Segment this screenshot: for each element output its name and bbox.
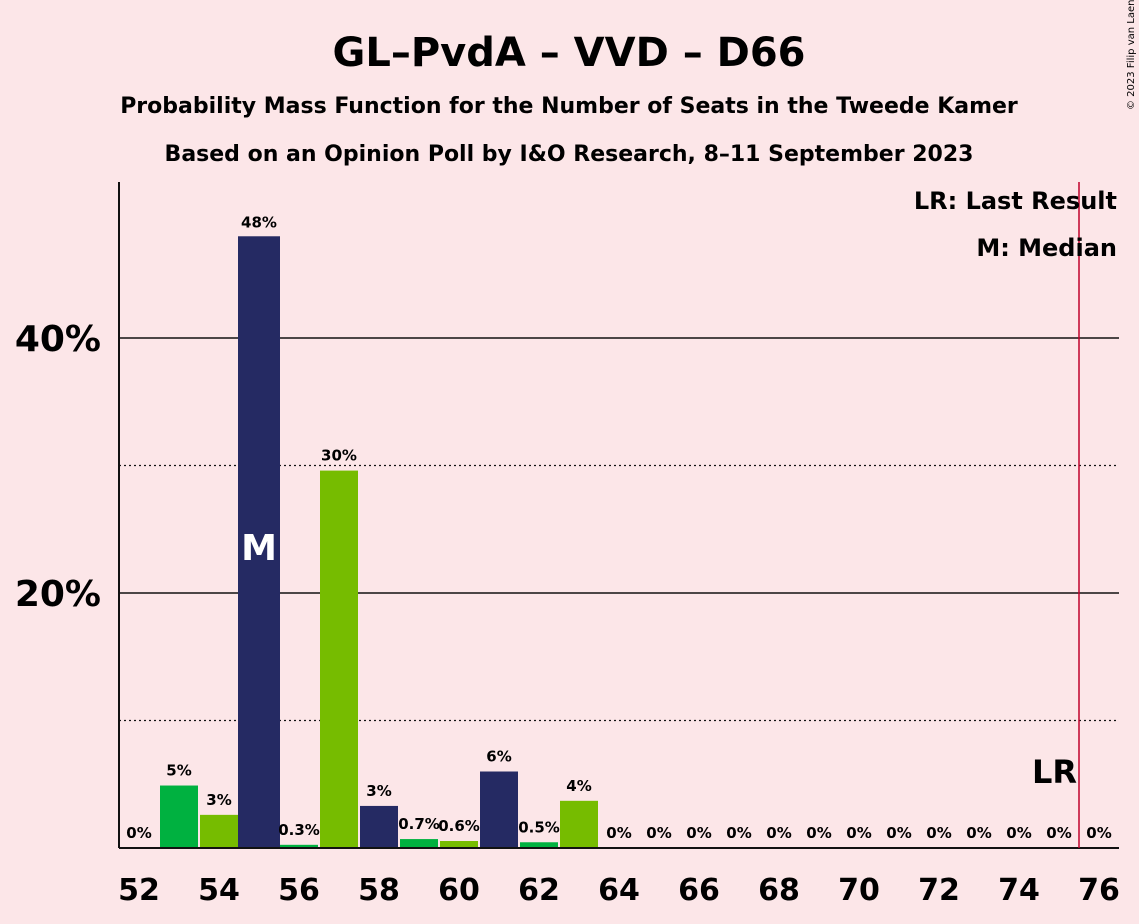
legend-median: M: Median <box>976 234 1117 262</box>
legend-last-result: LR: Last Result <box>914 187 1117 215</box>
copyright-notice: © 2023 Filip van Laenen <box>1126 0 1137 110</box>
bar-label-seat-57: 30% <box>321 447 357 465</box>
x-tick-label: 70 <box>838 873 880 908</box>
chart-subtitle: Probability Mass Function for the Number… <box>120 94 1018 119</box>
bar-label-seat-76: 0% <box>1086 824 1111 842</box>
bar-label-seat-63: 4% <box>566 777 591 795</box>
median-bar-outline <box>238 236 280 848</box>
bar-label-seat-66: 0% <box>686 824 711 842</box>
bar-label-seat-75: 0% <box>1046 824 1071 842</box>
bar-label-seat-68: 0% <box>766 824 791 842</box>
bar-label-seat-67: 0% <box>726 824 751 842</box>
x-tick-label: 60 <box>438 873 480 908</box>
bar-seat-60 <box>440 840 478 848</box>
x-tick-label: 66 <box>678 873 720 908</box>
x-tick-label: 54 <box>198 873 240 908</box>
bar-label-seat-53: 5% <box>166 762 191 780</box>
bar-label-seat-72: 0% <box>926 824 951 842</box>
bar-seat-63 <box>560 800 598 848</box>
y-tick-label: 20% <box>15 574 101 615</box>
bar-label-seat-62: 0.5% <box>518 818 560 836</box>
bar-label-seat-74: 0% <box>1006 824 1031 842</box>
bar-label-seat-73: 0% <box>966 824 991 842</box>
median-marker: M <box>241 528 277 569</box>
bar-labels: 0% 5% 3% 48% 0.3% 30% 3% 0.7%0.6% 6% 0.5% 4% 0% 0% 0%… <box>126 213 1111 842</box>
bar-label-seat-64: 0% <box>606 824 631 842</box>
last-result-label: LR <box>1032 753 1077 791</box>
bar-seat-53 <box>160 785 198 848</box>
bar-label-seat-56: 0.3% <box>278 821 320 839</box>
chart-title: GL–PvdA – VVD – D66 <box>333 30 806 76</box>
bar-label-seat-69: 0% <box>806 824 831 842</box>
x-tick-label: 76 <box>1078 873 1120 908</box>
bar-label-seat-71: 0% <box>886 824 911 842</box>
bar-seat-56 <box>280 844 318 848</box>
bar-seat-61 <box>480 771 518 848</box>
bar-seat-54 <box>200 814 238 848</box>
bar-seat-59 <box>400 839 438 848</box>
x-tick-label: 72 <box>918 873 960 908</box>
x-axis-ticks: 52 54 56 58 60 62 64 66 68 70 72 74 76 <box>118 873 1120 908</box>
bar-seat-62 <box>520 842 558 848</box>
bar-label-seat-55: 48% <box>241 213 277 231</box>
x-tick-label: 64 <box>598 873 640 908</box>
bar-label-seat-58: 3% <box>366 782 391 800</box>
bar-label-seat-70: 0% <box>846 824 871 842</box>
bar-label-seat-54: 3% <box>206 791 231 809</box>
bar-seat-58 <box>360 805 398 848</box>
bar-label-seat-65: 0% <box>646 824 671 842</box>
x-tick-label: 56 <box>278 873 320 908</box>
chart-source-line: Based on an Opinion Poll by I&O Research… <box>165 142 974 167</box>
x-tick-label: 58 <box>358 873 400 908</box>
bar-label-seat-59: 0.7% <box>398 815 440 833</box>
x-tick-label: 62 <box>518 873 560 908</box>
gridlines <box>119 337 1119 722</box>
bar-label-seat-52: 0% <box>126 824 151 842</box>
x-tick-label: 74 <box>998 873 1040 908</box>
x-tick-label: 68 <box>758 873 800 908</box>
y-tick-label: 40% <box>15 319 101 360</box>
bar-label-seat-60: 0.6% <box>438 817 480 835</box>
bar-label-seat-61: 6% <box>486 748 511 766</box>
y-axis-ticks: 20% 40% <box>15 319 101 615</box>
bar-seat-57 <box>320 470 358 848</box>
bars <box>160 236 598 848</box>
x-tick-label: 52 <box>118 873 160 908</box>
